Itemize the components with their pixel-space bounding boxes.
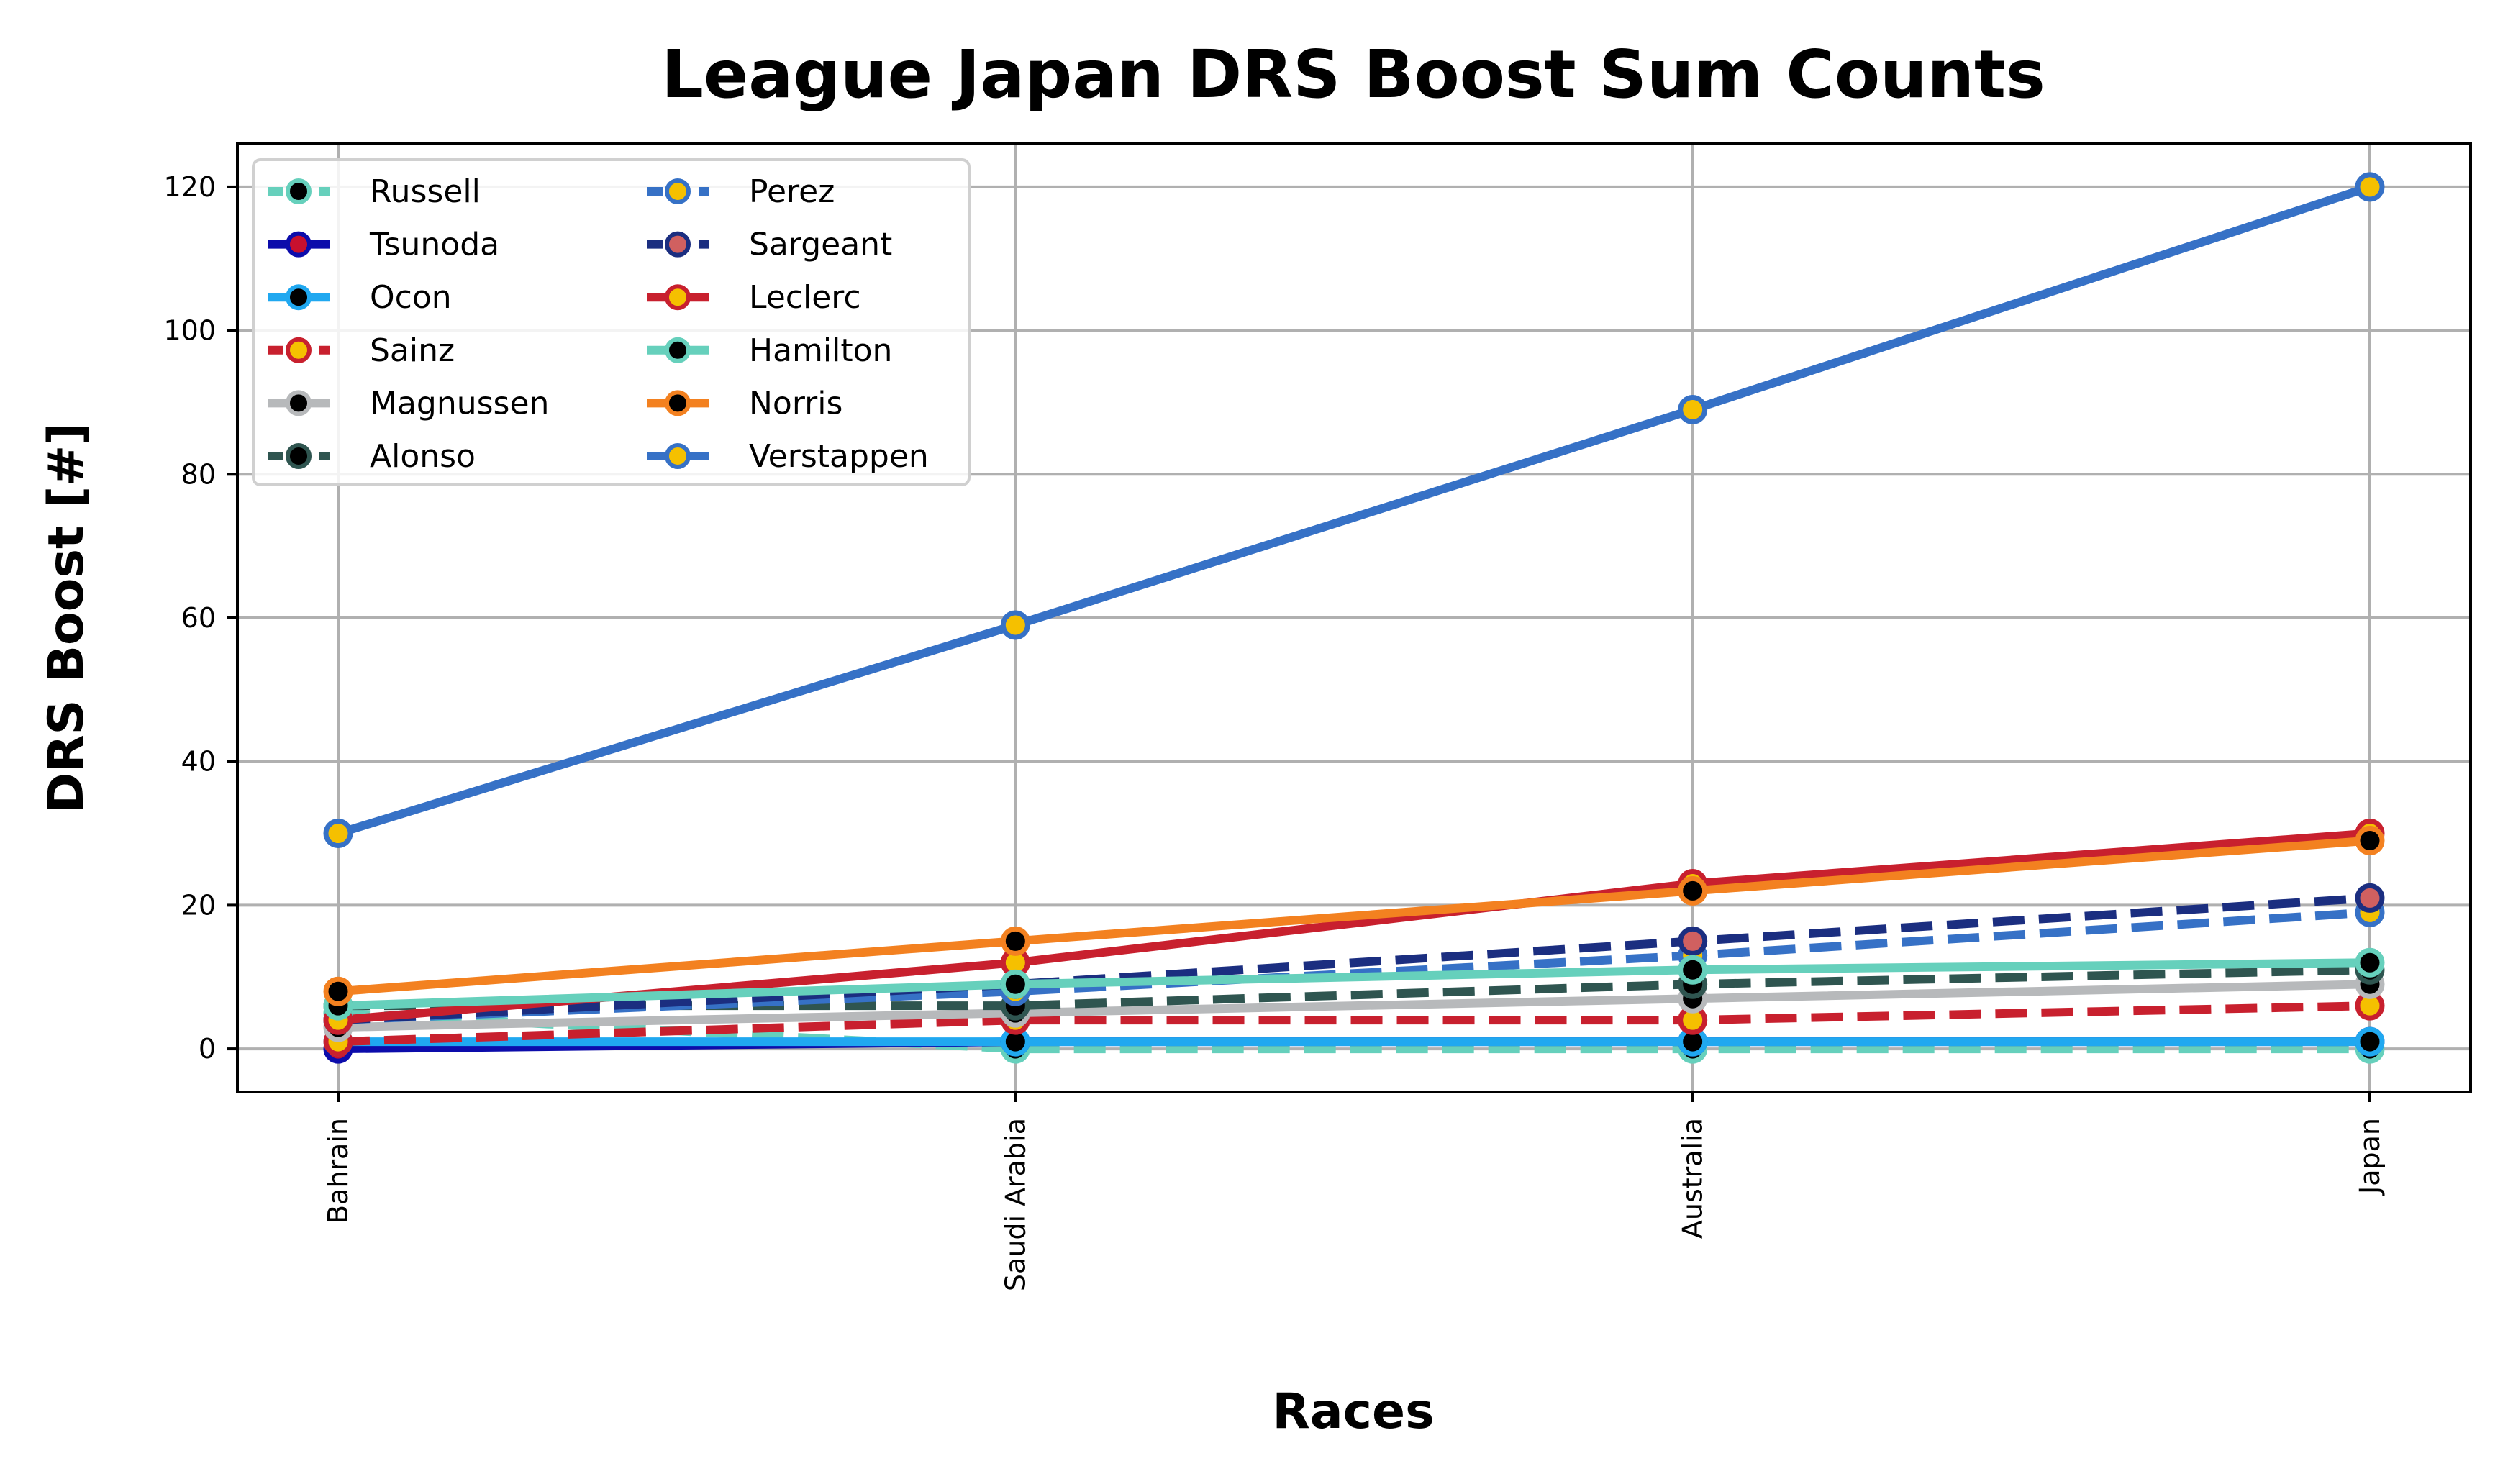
- y-tick-label: 80: [181, 458, 216, 490]
- series-line-magnussen: [337, 980, 2371, 1032]
- legend-marker-leclerc: [665, 284, 691, 311]
- series-line-verstappen: [337, 183, 2371, 838]
- legend-marker-verstappen: [665, 443, 691, 469]
- legend-marker-perez: [665, 178, 691, 204]
- data-point-hamilton: [1000, 969, 1030, 999]
- legend-label-alonso: Alonso: [370, 438, 476, 475]
- data-point-verstappen: [1678, 394, 1708, 424]
- legend-label-sargeant: Sargeant: [749, 227, 892, 263]
- y-tick-label: 60: [181, 602, 216, 634]
- legend-marker-norris: [665, 390, 691, 416]
- data-point-verstappen: [1000, 610, 1030, 640]
- y-tick-label: 40: [181, 746, 216, 778]
- legend-marker-ocon: [286, 284, 312, 311]
- x-tick-label: Australia: [1677, 1118, 1709, 1239]
- x-axis-label: Races: [1272, 1383, 1434, 1440]
- data-point-hamilton: [1678, 955, 1708, 985]
- legend-marker-sainz: [286, 337, 312, 363]
- x-tick-label: Japan: [2354, 1118, 2386, 1196]
- legend-marker-alonso: [286, 443, 312, 469]
- y-tick-label: 0: [199, 1033, 216, 1065]
- data-point-ocon: [2355, 1026, 2385, 1057]
- legend-label-perez: Perez: [749, 173, 835, 210]
- data-point-verstappen: [323, 819, 353, 849]
- legend-label-ocon: Ocon: [370, 279, 452, 316]
- series-line-norris: [337, 836, 2371, 996]
- legend-box: [252, 158, 971, 486]
- legend-label-hamilton: Hamilton: [749, 332, 892, 369]
- data-point-norris: [1678, 875, 1708, 906]
- legend-label-magnussen: Magnussen: [370, 385, 549, 422]
- series-lines: [337, 183, 2371, 1054]
- y-axis-ticks: 0 20 40 60 80 100 120: [163, 171, 237, 1065]
- legend-marker-sargeant: [665, 231, 691, 258]
- chart-title: League Japan DRS Boost Sum Counts: [661, 36, 2045, 113]
- data-point-sargeant: [2355, 883, 2385, 913]
- data-point-norris: [2355, 826, 2385, 856]
- series-markers: [323, 172, 2385, 1064]
- legend: Russell Tsunoda Ocon Sainz Magnussen Alonso Pe…: [252, 158, 971, 486]
- legend-label-norris: Norris: [749, 385, 842, 422]
- y-tick-label: 120: [163, 171, 216, 203]
- legend-marker-hamilton: [665, 337, 691, 363]
- y-tick-label: 100: [163, 315, 216, 347]
- series-line-hamilton: [337, 958, 2371, 1011]
- data-point-norris: [323, 976, 353, 1006]
- data-point-sargeant: [1678, 926, 1708, 956]
- y-axis-label: DRS Boost [#]: [38, 423, 95, 814]
- legend-label-leclerc: Leclerc: [749, 279, 861, 316]
- legend-label-verstappen: Verstappen: [749, 438, 929, 475]
- legend-label-sainz: Sainz: [370, 332, 455, 369]
- series-line-sainz: [337, 1001, 2371, 1047]
- x-axis-ticks: Bahrain Saudi Arabia Australia Japan: [322, 1092, 2386, 1291]
- x-tick-label: Saudi Arabia: [999, 1118, 1031, 1291]
- data-point-norris: [1000, 926, 1030, 956]
- legend-label-tsunoda: Tsunoda: [369, 227, 499, 263]
- series-line-sargeant: [337, 893, 2371, 1025]
- legend-label-russell: Russell: [370, 173, 481, 210]
- y-tick-label: 20: [181, 889, 216, 921]
- legend-marker-tsunoda: [286, 231, 312, 258]
- x-tick-label: Bahrain: [322, 1118, 354, 1224]
- legend-marker-russell: [286, 178, 312, 204]
- legend-marker-magnussen: [286, 390, 312, 416]
- data-point-hamilton: [2355, 947, 2385, 978]
- data-point-verstappen: [2355, 172, 2385, 202]
